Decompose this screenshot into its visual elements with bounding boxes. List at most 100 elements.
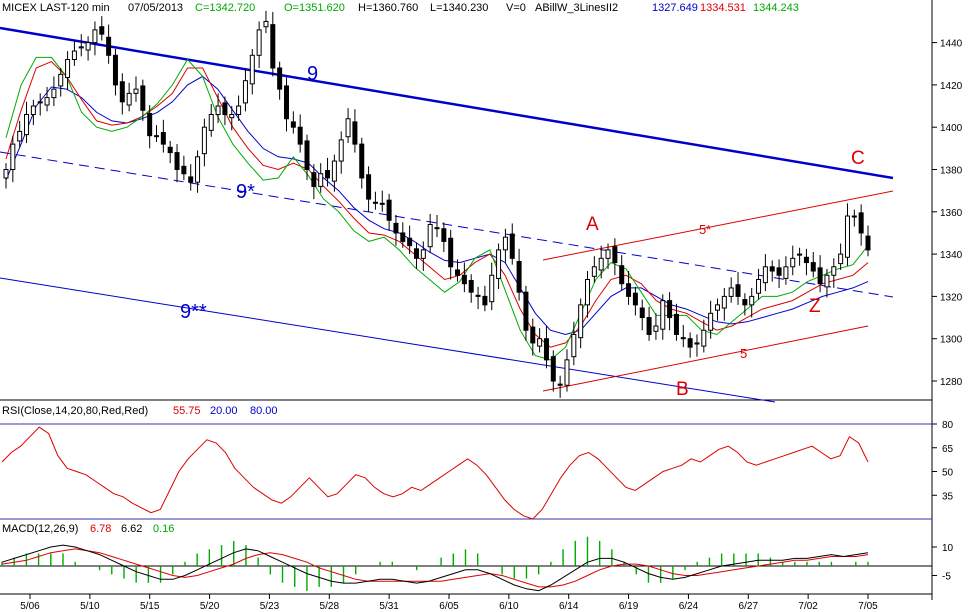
price-bar-body	[714, 304, 720, 311]
label-9-double-star: 9**	[180, 301, 207, 323]
price-bar-body	[352, 121, 358, 145]
high-value: H=1360.760	[358, 2, 418, 14]
price-bar-body	[756, 278, 762, 294]
price-bar-body	[147, 112, 153, 137]
macd-panel: 10 -5	[0, 536, 954, 592]
x-tick-label: 5/15	[140, 601, 160, 612]
x-tick-label: 5/20	[200, 601, 220, 612]
rsi-tick-label: 35	[942, 491, 954, 502]
price-bar-body	[92, 29, 98, 44]
price-bar-body	[386, 199, 392, 221]
price-bar-body	[318, 173, 324, 187]
price-bar-body	[673, 313, 679, 335]
price-bar-body	[372, 201, 378, 204]
price-bar-body	[37, 101, 43, 104]
price-bar-body	[181, 165, 187, 175]
price-bar-body	[667, 300, 673, 319]
price-bar-body	[591, 266, 597, 277]
x-tick-label: 7/02	[798, 601, 818, 612]
price-tick-label: 1360	[940, 208, 963, 219]
rsi-value: 55.75	[173, 405, 201, 417]
price-bar-body	[290, 121, 296, 128]
label-point-b: B	[676, 379, 689, 400]
price-bar-body	[598, 257, 604, 271]
rsi-panel: 35 50 65 80	[0, 420, 954, 520]
price-bar-body	[236, 105, 242, 116]
price-bar-body	[112, 54, 118, 86]
price-bar-body	[742, 299, 748, 306]
open-value: O=1351.620	[284, 2, 345, 14]
chart-header: MICEX LAST-120 min 07/05/2013 C=1342.720…	[2, 2, 799, 14]
price-bar-body	[366, 174, 372, 200]
price-bar-body	[762, 266, 768, 284]
price-bar-body	[516, 261, 522, 293]
price-bar-body	[653, 325, 659, 332]
macd-line	[1, 544, 869, 592]
price-bar-body	[557, 383, 563, 386]
price-bar-body	[17, 130, 23, 142]
price-bar-body	[810, 262, 816, 272]
trendline-9	[0, 26, 894, 180]
price-bar-body	[359, 143, 365, 179]
price-bar-body	[687, 338, 693, 348]
label-5: 5	[740, 346, 747, 361]
price-tick-label: 1380	[940, 166, 963, 177]
price-bar-body	[208, 114, 214, 131]
price-bar-body	[721, 295, 727, 309]
price-bar-body	[270, 24, 276, 69]
trendline-9-double-star	[0, 277, 776, 403]
price-bar-body	[769, 266, 775, 272]
price-bar-body	[51, 88, 57, 99]
macd-tick-label: 10	[942, 543, 954, 554]
price-bar-body	[441, 228, 447, 242]
price-bar-body	[509, 233, 515, 259]
price-bar-body	[537, 338, 543, 347]
x-tick-label: 5/10	[80, 601, 100, 612]
price-bar-body	[78, 46, 84, 49]
price-bar-body	[851, 215, 857, 218]
price-bar-body	[817, 267, 823, 285]
trendline-9-star	[0, 151, 894, 298]
price-bar-body	[345, 118, 351, 138]
price-bar-body	[174, 152, 180, 171]
price-bar-body	[249, 54, 255, 85]
price-bar-body	[694, 342, 700, 345]
price-bar-body	[215, 105, 221, 116]
price-bars	[3, 10, 871, 398]
price-bar-body	[338, 139, 344, 162]
x-tick-label: 6/27	[739, 601, 759, 612]
x-tick-label: 5/06	[20, 601, 40, 612]
x-tick-label: 6/14	[559, 601, 579, 612]
symbol-label: MICEX LAST-120 min	[2, 2, 110, 14]
price-bar-body	[803, 256, 809, 264]
price-bar-body	[242, 80, 248, 104]
price-bar-body	[475, 294, 481, 297]
price-bar-body	[564, 359, 570, 386]
price-bar-body	[619, 265, 625, 285]
price-bar-body	[578, 304, 584, 339]
x-tick-label: 7/05	[858, 601, 878, 612]
price-bar-body	[708, 312, 714, 331]
price-bar-body	[297, 126, 303, 145]
price-bar-body	[10, 143, 16, 170]
price-tick-label: 1280	[940, 377, 963, 388]
x-tick-label: 5/28	[320, 601, 340, 612]
price-bar-body	[865, 235, 871, 251]
price-tick-label: 1400	[940, 123, 963, 134]
macd-tick-label: -5	[942, 572, 951, 583]
price-bar-body	[311, 172, 317, 187]
price-bar-body	[85, 42, 91, 51]
price-bar-body	[612, 246, 618, 264]
price-bar-body	[331, 160, 337, 182]
price-bar-body	[824, 274, 830, 288]
moving-averages	[5, 56, 869, 361]
price-y-axis: 1280 1300 1320 1340 1360 1380 1400 1420 1440	[932, 39, 963, 388]
price-bar-body	[468, 280, 474, 293]
macd-header: MACD(12,26,9) 6.78 6.62 0.16	[2, 523, 174, 535]
label-point-c: C	[851, 148, 865, 169]
price-bar-body	[550, 356, 556, 382]
price-bar-body	[58, 73, 64, 87]
price-bar-body	[256, 29, 262, 56]
price-tick-label: 1440	[940, 39, 963, 50]
price-bar-body	[3, 169, 9, 179]
